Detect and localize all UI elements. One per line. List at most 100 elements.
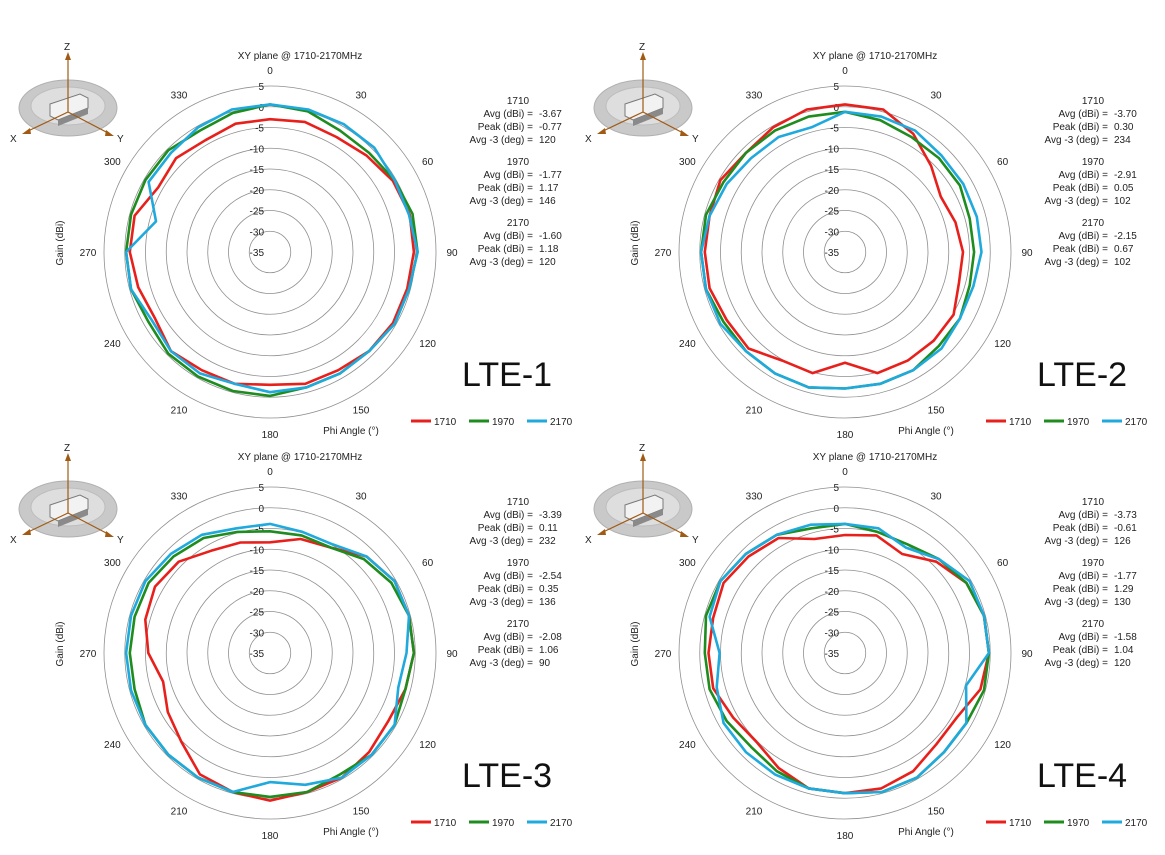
- panel-label: LTE-3: [462, 757, 552, 795]
- stats-avg3-label: Avg -3 (deg) =: [470, 196, 534, 207]
- angle-tick-label: 90: [446, 248, 458, 259]
- angle-tick-label: 120: [419, 339, 436, 350]
- stats-avg3-value: 232: [539, 536, 556, 547]
- legend-label: 1710: [434, 417, 457, 428]
- angle-tick-label: 150: [928, 406, 945, 417]
- polar-ring: [782, 189, 908, 315]
- series-line-1710: [144, 537, 416, 802]
- axes-orientation-icon: Z X Y: [585, 42, 699, 145]
- stats-peak-label: Peak (dBi) =: [478, 584, 533, 595]
- stats-peak-value: 1.17: [539, 183, 559, 194]
- stats-peak-label: Peak (dBi) =: [478, 183, 533, 194]
- stats-peak-value: 1.29: [1114, 584, 1134, 595]
- radial-tick-label: -35: [250, 649, 265, 660]
- angle-tick-label: 330: [171, 491, 188, 502]
- y-axis-arrow: [680, 130, 689, 136]
- radial-tick-label: -25: [250, 608, 265, 619]
- stats-avg3-value: 120: [539, 257, 556, 268]
- angle-tick-label: 240: [679, 339, 696, 350]
- polar-ring: [823, 631, 867, 675]
- polar-ring: [740, 147, 950, 357]
- radial-tick-label: -25: [825, 608, 840, 619]
- stats-peak-label: Peak (dBi) =: [1053, 244, 1108, 255]
- legend-label: 1710: [434, 818, 457, 829]
- stats-peak-value: 0.11: [539, 523, 558, 534]
- stats-frequency: 1970: [1082, 558, 1105, 569]
- stats-avg-value: -3.70: [1114, 109, 1137, 120]
- stats-peak-value: 0.35: [539, 584, 559, 595]
- stats-avg-label: Avg (dBi) =: [483, 231, 533, 242]
- radial-tick-label: -10: [825, 144, 840, 155]
- stats-frequency: 1710: [507, 96, 530, 107]
- stats-avg3-label: Avg -3 (deg) =: [1045, 257, 1109, 268]
- stats-avg-value: -1.58: [1114, 632, 1137, 643]
- chart-title: XY plane @ 1710-2170MHz: [813, 452, 938, 463]
- antenna-block-side: [58, 108, 88, 126]
- polar-ring: [740, 548, 950, 758]
- radial-tick-label: -15: [250, 566, 265, 577]
- stats-avg3-label: Avg -3 (deg) =: [1045, 597, 1109, 608]
- stats-avg-value: -3.73: [1114, 510, 1137, 521]
- angle-tick-label: 210: [746, 807, 763, 818]
- polar-ring: [823, 230, 867, 274]
- stats-avg-value: -3.67: [539, 109, 562, 120]
- polar-ring: [678, 85, 1012, 419]
- angle-tick-label: 210: [171, 807, 188, 818]
- radial-tick-label: -20: [250, 186, 265, 197]
- stats-avg-value: -2.08: [539, 632, 562, 643]
- series-line-2170: [699, 110, 983, 390]
- stats-frequency: 2170: [1082, 218, 1105, 229]
- polar-ring: [761, 168, 929, 336]
- angle-tick-label: 270: [80, 649, 97, 660]
- radial-tick-label: 0: [833, 103, 839, 114]
- polar-panel-1: ZX YXY plane @ 1710-2170MHz50-5-10-15-20-…: [10, 42, 573, 441]
- stats-peak-label: Peak (dBi) =: [1053, 183, 1108, 194]
- stats-frequency: 1970: [507, 558, 530, 569]
- angle-axis-label: Phi Angle (°): [323, 827, 379, 838]
- stats-avg3-value: 102: [1114, 196, 1131, 207]
- axes-orientation-icon: Z X Y: [10, 42, 124, 145]
- y-axis-line: [67, 111, 111, 135]
- angle-tick-label: 0: [842, 66, 848, 77]
- radial-tick-label: -35: [825, 649, 840, 660]
- z-axis-label: Z: [639, 42, 645, 53]
- angle-tick-label: 150: [353, 807, 370, 818]
- stats-avg-value: -1.77: [539, 170, 562, 181]
- x-axis-label: X: [10, 134, 17, 145]
- angle-tick-label: 0: [842, 467, 848, 478]
- chart-title: XY plane @ 1710-2170MHz: [238, 51, 363, 62]
- x-axis-label: X: [10, 535, 17, 546]
- panel-label: LTE-4: [1037, 757, 1127, 795]
- y-axis-label: Y: [692, 535, 699, 546]
- polar-panel-3: ZX YXY plane @ 1710-2170MHz50-5-10-15-20-…: [10, 443, 573, 842]
- legend-label: 1970: [1067, 818, 1090, 829]
- stats-avg3-label: Avg -3 (deg) =: [470, 597, 534, 608]
- chart-title: XY plane @ 1710-2170MHz: [238, 452, 363, 463]
- series-line-1710: [128, 117, 416, 387]
- polar-ring: [228, 210, 312, 294]
- polar-ring: [248, 631, 292, 675]
- stats-frequency: 1970: [507, 157, 530, 168]
- radial-tick-label: 0: [258, 504, 264, 515]
- polar-panel-4: ZX YXY plane @ 1710-2170MHz50-5-10-15-20-…: [585, 443, 1148, 842]
- polar-ring: [699, 106, 991, 398]
- stats-avg3-value: 126: [1114, 536, 1131, 547]
- stats-avg3-value: 234: [1114, 135, 1131, 146]
- z-axis-label: Z: [64, 42, 70, 53]
- angle-tick-label: 60: [997, 558, 1009, 569]
- stats-frequency: 2170: [507, 218, 530, 229]
- radial-tick-label: 5: [833, 82, 839, 93]
- z-axis-arrow: [640, 52, 646, 60]
- series-line-1710: [703, 103, 965, 375]
- x-axis-arrow: [22, 529, 31, 535]
- axes-orientation-icon: Z X Y: [10, 443, 124, 546]
- radial-axis-label: Gain (dBi): [55, 621, 66, 666]
- angle-tick-label: 30: [355, 90, 367, 101]
- angle-tick-label: 180: [262, 430, 279, 441]
- polar-ring: [803, 611, 887, 695]
- stats-avg3-value: 120: [1114, 658, 1131, 669]
- stats-avg3-value: 102: [1114, 257, 1131, 268]
- stats-avg-label: Avg (dBi) =: [483, 109, 533, 120]
- stats-peak-value: 1.04: [1114, 645, 1134, 656]
- angle-tick-label: 240: [104, 339, 121, 350]
